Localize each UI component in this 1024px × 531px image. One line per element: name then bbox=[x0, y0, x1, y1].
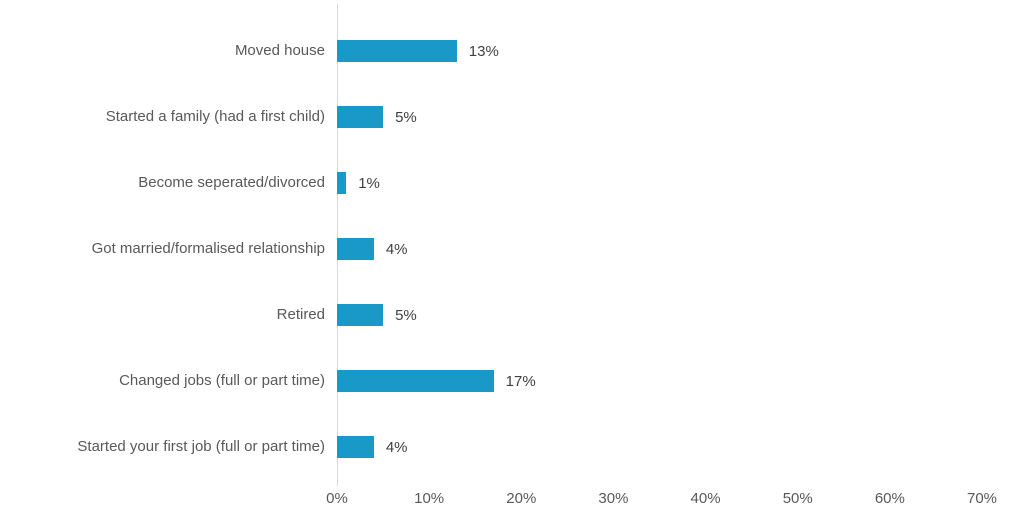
bar bbox=[337, 436, 374, 458]
bar-row: Become seperated/divorced 1% bbox=[0, 150, 1024, 216]
category-label: Retired bbox=[276, 305, 325, 323]
x-axis: 0% 10% 20% 30% 40% 50% 60% 70% bbox=[0, 490, 1024, 510]
bar-zone: 13% bbox=[337, 40, 1024, 62]
x-tick-label: 20% bbox=[506, 490, 537, 507]
x-tick-label: 0% bbox=[326, 490, 348, 507]
bar-zone: 5% bbox=[337, 106, 1024, 128]
value-label: 5% bbox=[395, 108, 417, 126]
value-label: 4% bbox=[385, 240, 408, 258]
bar-zone: 4% bbox=[337, 436, 1024, 458]
bar bbox=[337, 40, 457, 62]
bar-zone: 17% bbox=[337, 370, 1024, 392]
bar-row: Moved house 13% bbox=[0, 18, 1024, 84]
bar-rows: Moved house 13% Started a family (had a fi… bbox=[0, 18, 1024, 481]
value-label: 5% bbox=[395, 306, 417, 324]
bar bbox=[337, 172, 347, 194]
value-label: 13% bbox=[468, 42, 499, 60]
category-label: Become seperated/divorced bbox=[138, 173, 325, 191]
bar-row: Got married/formalised relationship 4% bbox=[0, 216, 1024, 282]
category-label: Started a family (had a first child) bbox=[105, 107, 325, 125]
value-label: 1% bbox=[358, 174, 380, 192]
value-label: 17% bbox=[505, 372, 536, 390]
bar-row: Started your first job (full or part tim… bbox=[0, 414, 1024, 480]
value-label: 4% bbox=[385, 438, 408, 456]
bar-zone: 4% bbox=[337, 238, 1024, 260]
bar-zone: 1% bbox=[337, 172, 1024, 194]
category-label: Changed jobs (full or part time) bbox=[119, 371, 325, 389]
category-label: Started your first job (full or part tim… bbox=[77, 437, 325, 455]
bar bbox=[337, 370, 494, 392]
bar-zone: 5% bbox=[337, 304, 1024, 326]
bar-row: Changed jobs (full or part time) 17% bbox=[0, 348, 1024, 414]
x-tick-label: 70% bbox=[966, 490, 998, 507]
category-label: Moved house bbox=[234, 41, 325, 59]
bar bbox=[337, 238, 374, 260]
x-tick-label: 50% bbox=[782, 490, 813, 507]
x-tick-label: 40% bbox=[690, 490, 721, 507]
x-tick-label: 10% bbox=[414, 490, 445, 507]
x-tick-label: 30% bbox=[598, 490, 629, 507]
category-label: Got married/formalised relationship bbox=[91, 239, 325, 257]
bar bbox=[337, 106, 384, 128]
x-tick-label: 60% bbox=[874, 490, 905, 507]
bar-row: Retired 5% bbox=[0, 282, 1024, 348]
bar bbox=[337, 304, 384, 326]
bar-row: Started a family (had a first child) 5% bbox=[0, 84, 1024, 150]
